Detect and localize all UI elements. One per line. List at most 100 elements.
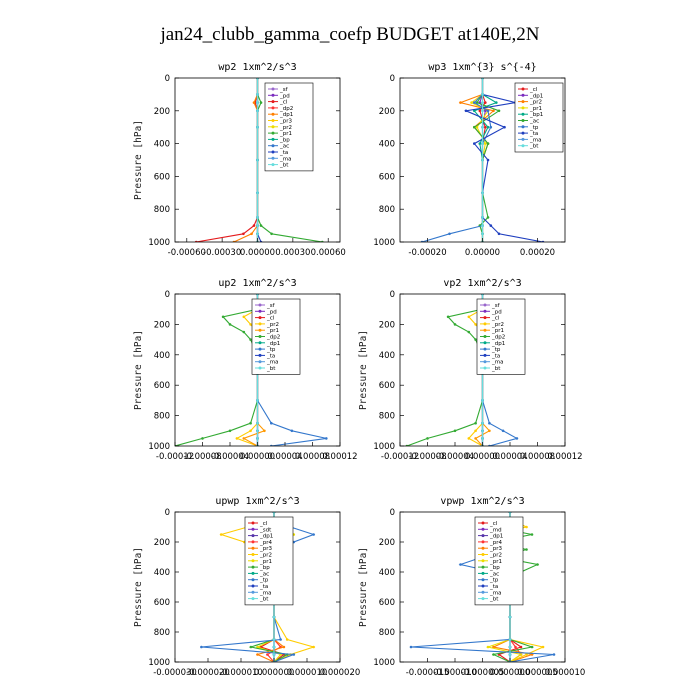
legend-marker: [251, 584, 255, 588]
series-point_bp: [530, 533, 534, 536]
legend-marker: [271, 100, 275, 104]
series-point_bt: [272, 653, 276, 656]
y-tick-label: 400: [154, 351, 170, 361]
y-tick-label: 200: [154, 107, 170, 117]
series-point_cl: [484, 101, 487, 104]
x-tick-label: -0.000030: [153, 668, 197, 678]
y-tick-label: 800: [154, 412, 170, 422]
series-point_bt: [256, 93, 259, 96]
series-line_ta: [464, 78, 544, 242]
legend-marker: [483, 322, 487, 326]
y-tick-label: 0: [390, 508, 395, 518]
legend-marker: [521, 119, 525, 122]
series-point_tp: [501, 429, 505, 433]
legend-marker: [271, 150, 275, 154]
x-tick-label: -0.00008: [408, 452, 446, 462]
series-point_ac: [486, 142, 490, 145]
series-group: [194, 78, 324, 242]
legend-marker: [521, 87, 525, 91]
legend-label: _ma: [279, 156, 291, 162]
legend-marker: [481, 521, 485, 525]
series-point_ac: [473, 125, 476, 129]
legend-label: _cl: [279, 100, 288, 106]
series-point_pr4: [514, 645, 517, 649]
y-tick-label: 200: [379, 107, 395, 117]
panel-5: vpwp 1xm^2/s^3 Pressure [hPa] 0 200 400 600 80…: [358, 496, 585, 678]
x-tick-label: -0.000005: [461, 668, 505, 678]
series-point_bp: [249, 645, 253, 649]
series-point_dp2: [426, 437, 429, 440]
x-tick-label: 0.00000: [240, 452, 275, 462]
y-tick-label: 1000: [373, 238, 395, 248]
legend-marker: [258, 316, 262, 320]
legend-label: _pr4: [489, 540, 503, 546]
y-tick-label: 1000: [373, 658, 395, 668]
series-point_tp: [448, 232, 451, 236]
legend-label: _pd: [279, 93, 290, 99]
y-axis-label: Pressure [hPa]: [358, 547, 369, 627]
y-tick-label: 1000: [148, 238, 170, 248]
legend-marker: [251, 590, 255, 594]
legend-marker: [481, 534, 485, 538]
series-point_pr1: [475, 125, 479, 129]
series-point_bt: [256, 429, 259, 433]
x-tick-label: -0.00012: [381, 452, 419, 462]
legend-label: _pr3: [259, 546, 273, 552]
legend-label: _pr1: [279, 131, 292, 137]
legend-marker: [251, 534, 255, 538]
legend-label: _pr2: [266, 322, 279, 328]
series-point_tp: [486, 109, 490, 113]
legend-marker: [483, 341, 487, 345]
series-point_pr2: [467, 437, 471, 440]
legend-marker: [481, 584, 485, 588]
panels-group: wp2 1xm^2/s^3 Pressure [hPa] 0 200 400 600 800…: [133, 62, 585, 678]
legend-marker: [271, 163, 275, 167]
y-tick-label: 400: [379, 568, 395, 578]
series-point_pr2: [459, 101, 462, 104]
legend-marker: [483, 335, 487, 338]
legend-marker: [271, 131, 275, 135]
legend-marker: [258, 353, 262, 357]
legend-label: _ac: [279, 144, 289, 150]
series-point_pr2: [242, 315, 246, 319]
y-tick-label: 800: [154, 628, 170, 638]
legend-label: _sf: [279, 87, 289, 93]
x-tick-label: 0.000005: [517, 668, 558, 678]
legend-marker: [251, 578, 255, 582]
legend-label: _bp1: [529, 112, 543, 118]
y-tick-label: 200: [154, 538, 170, 548]
series-point_pr2: [525, 653, 528, 656]
series-point_dp2: [474, 338, 477, 341]
legend-marker: [481, 565, 485, 569]
y-tick-label: 600: [379, 381, 395, 391]
y-axis-label: Pressure [hPa]: [133, 547, 144, 627]
series-point_bt: [481, 101, 484, 104]
series-point_dp2: [453, 429, 457, 433]
legend-marker: [481, 540, 485, 544]
series-point_pr2: [285, 638, 289, 641]
figure-title: jan24_clubb_gamma_coefp BUDGET at140E,2N: [159, 24, 539, 45]
series-point_bt: [256, 109, 259, 113]
series-point_pr1: [259, 224, 263, 227]
series-point_bt: [256, 232, 259, 236]
y-axis-label: Pressure [hPa]: [133, 120, 144, 200]
series-point_bt: [256, 224, 259, 227]
y-tick-label: 0: [390, 74, 395, 84]
x-tick-label: 0.00000: [240, 248, 275, 258]
series-point_bt: [481, 109, 484, 113]
legend-marker: [251, 540, 255, 544]
series-point_tp: [200, 645, 203, 649]
series-point_tp: [270, 421, 273, 425]
legend-marker: [483, 316, 487, 320]
series-point_pr2: [525, 525, 528, 529]
x-tick-label: 0.000010: [545, 668, 586, 678]
legend-label: _cl: [491, 316, 500, 322]
series-point_bp: [525, 548, 528, 551]
legend-marker: [258, 347, 262, 351]
series-point_cl: [519, 645, 523, 649]
legend-label: _ac: [529, 119, 539, 125]
legend-label: _sf: [491, 303, 501, 309]
series-point_pr2: [474, 429, 477, 433]
series-point_bt: [481, 191, 484, 195]
legend-marker: [521, 125, 525, 129]
